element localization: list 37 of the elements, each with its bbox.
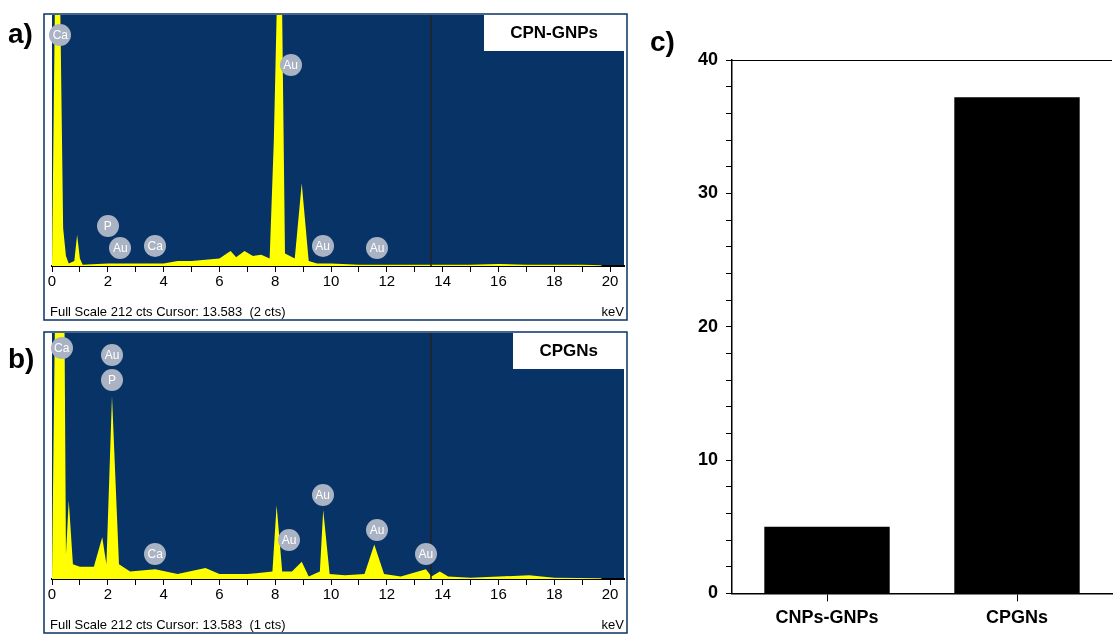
x-tick-label: 2 [103,272,112,290]
x-tick-label: 8 [271,585,280,603]
x-tick-label: 4 [159,272,168,290]
x-tick-label: 18 [545,272,563,290]
y-tick-label: 40 [697,48,719,69]
y-tick-label: 20 [697,315,719,336]
label-bubble: Ca [49,24,72,47]
y-tick-label: 10 [697,449,719,470]
x-tick-label: 0 [47,272,57,290]
chart-title: c) [650,26,675,57]
x-axis-title: keV [601,617,625,633]
x-axis-title: keV [601,304,625,320]
y-tick-label: 30 [697,182,719,203]
x-tick-label: 20 [601,272,619,290]
text: CPGNs [513,333,624,369]
text: CPN-GNPs [484,15,624,51]
x-tick-label: 18 [545,585,563,603]
x-tick-label: 4 [159,585,168,603]
text: Full Scale 212 cts Cursor: 13.583 (1 cts) [50,617,286,633]
text: Full Scale 212 cts Cursor: 13.583 (2 cts) [50,304,286,320]
x-tick-label: 10 [322,272,340,290]
x-tick-label: 16 [490,585,507,603]
x-tick-label: 14 [434,272,451,290]
x-tick-label: 6 [215,272,224,290]
chart-title: a) [8,18,33,49]
x-tick-label: CNPs-GNPs [775,607,879,628]
x-tick-label: 10 [322,585,340,603]
x-tick-label: 12 [378,585,396,603]
chart-title: b) [8,343,35,374]
x-tick-label: 6 [215,585,224,603]
x-tick-label: 8 [271,272,280,290]
x-tick-label: 0 [47,585,57,603]
x-tick-label: 14 [434,585,451,603]
x-tick-label: 2 [103,585,112,603]
x-tick-label: 16 [490,272,507,290]
x-tick-label: 20 [601,585,619,603]
x-tick-label: 12 [378,272,396,290]
